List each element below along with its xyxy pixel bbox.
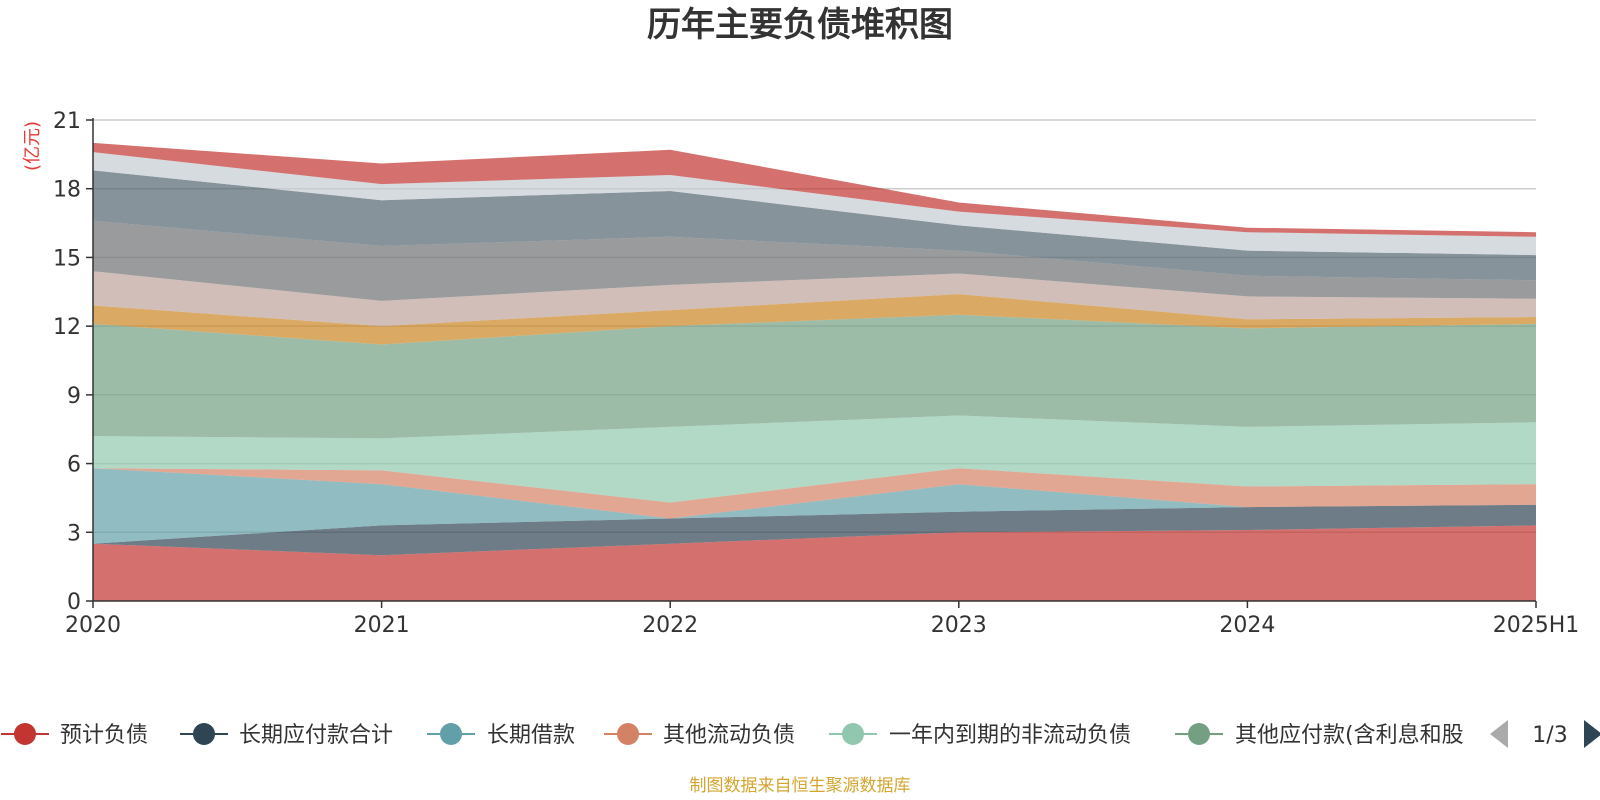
chart-title: 历年主要负债堆积图 [647,5,953,45]
area-series-11 [93,152,1536,256]
y-tick-label: 6 [67,453,81,478]
area-series-6 [93,314,1536,439]
legend: 预计负债 长期应付款合计 长期借款 其他流动负债 一年内到期的非流动负债 其他应付款(含利… [1,723,1464,748]
area-series-8 [93,271,1536,327]
y-tick-label: 18 [53,178,81,203]
legend-label: 一年内到期的非流动负债 [889,723,1131,748]
x-tick-label: 2022 [642,613,698,638]
x-tick-label: 2023 [931,613,987,638]
y-tick-label: 0 [67,590,81,615]
legend-page-indicator: 1/3 [1532,723,1567,748]
x-tick-label: 2025H1 [1493,613,1580,638]
legend-label: 其他流动负债 [663,723,795,748]
y-tick-label: 9 [67,384,81,409]
area-series-1 [93,525,1536,601]
x-tick-label: 2021 [354,613,410,638]
legend-marker [440,723,462,745]
legend-pager: 1/3 [1490,720,1600,748]
y-tick-label: 12 [53,315,81,340]
legend-prev-arrow-icon[interactable] [1490,720,1508,748]
legend-marker [14,723,36,745]
area-series-9 [93,220,1536,301]
x-tick-label: 2020 [65,613,121,638]
legend-next-arrow-icon[interactable] [1584,720,1600,748]
legend-label: 长期借款 [487,723,575,748]
area-series-10 [93,170,1536,281]
area-series-2 [93,504,1536,556]
y-axis-unit: (亿元) [22,121,43,171]
y-tick-label: 15 [53,246,81,271]
area-series-12 [93,142,1536,237]
y-tick-label: 3 [67,521,81,546]
legend-marker [193,723,215,745]
legend-marker [1188,723,1210,745]
legend-label: 其他应付款(含利息和股 [1235,723,1464,748]
legend-label: 长期应付款合计 [239,723,393,748]
data-source-note: 制图数据来自恒生聚源数据库 [690,776,911,796]
x-tick-label: 2024 [1219,613,1275,638]
y-tick-label: 21 [53,109,81,134]
area-series-3 [93,468,1536,544]
legend-marker [842,723,864,745]
area-series-7 [93,294,1536,345]
area-series-4 [93,468,1536,519]
legend-label: 预计负债 [60,723,148,748]
axes: 0 3 6 9 12 15 18 21 2020 2021 2022 2023 2024 2025H1 [53,109,1579,638]
area-series-5 [93,415,1536,503]
area-series [93,142,1536,601]
legend-marker [617,723,639,745]
